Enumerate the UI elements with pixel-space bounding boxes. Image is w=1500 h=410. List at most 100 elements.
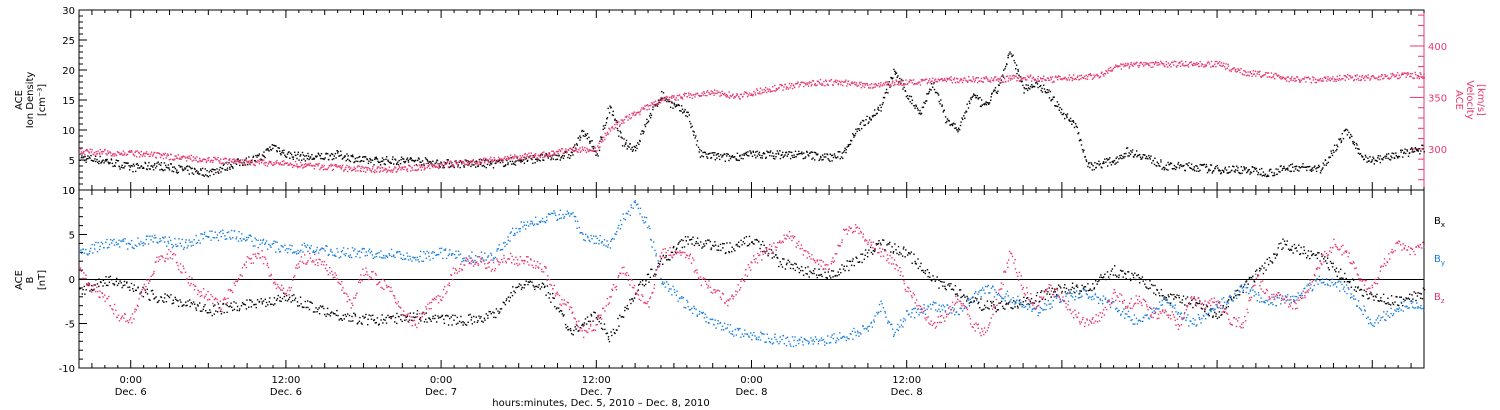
density-point xyxy=(695,135,697,137)
density-point xyxy=(611,114,614,116)
velocity-point xyxy=(1238,69,1241,71)
velocity-point xyxy=(925,78,927,81)
velocity-point xyxy=(1002,75,1004,77)
velocity-point xyxy=(921,80,923,82)
velocity-point xyxy=(538,155,540,157)
density-point xyxy=(1335,150,1337,152)
velocity-point xyxy=(973,81,976,83)
velocity-point xyxy=(630,117,633,119)
velocity-point xyxy=(1177,64,1179,67)
density-point xyxy=(189,166,191,168)
density-point xyxy=(371,159,374,161)
velocity-point xyxy=(503,157,505,159)
density-point xyxy=(1083,149,1085,151)
density-point xyxy=(315,156,318,158)
density-point xyxy=(410,157,412,160)
velocity-point xyxy=(488,162,490,164)
velocity-point xyxy=(1247,71,1249,73)
bx-point xyxy=(1106,271,1109,273)
velocity-point xyxy=(499,158,502,160)
velocity-point xyxy=(697,92,699,95)
velocity-point xyxy=(1050,76,1052,78)
bx-point xyxy=(872,250,875,252)
velocity-point xyxy=(1362,77,1365,80)
velocity-point xyxy=(1300,79,1302,81)
bx-point xyxy=(634,293,637,295)
density-point xyxy=(199,173,201,175)
density-point xyxy=(507,163,509,166)
density-point xyxy=(943,109,945,111)
velocity-point xyxy=(1063,77,1066,80)
bx-point xyxy=(132,288,134,290)
velocity-point xyxy=(277,162,280,164)
density-point xyxy=(527,159,529,162)
density-point xyxy=(630,148,632,150)
top-right-ylabel-line1: ACE xyxy=(1453,90,1464,110)
velocity-point xyxy=(246,161,248,164)
velocity-point xyxy=(823,80,825,83)
density-point xyxy=(1411,151,1413,153)
density-point xyxy=(415,164,418,166)
bx-point xyxy=(978,301,980,303)
velocity-point xyxy=(1411,73,1414,75)
density-point xyxy=(638,143,640,146)
density-point xyxy=(572,146,575,149)
velocity-point xyxy=(1270,77,1273,79)
velocity-point xyxy=(1147,63,1149,65)
density-point xyxy=(483,165,486,168)
velocity-point xyxy=(1099,75,1102,78)
velocity-point xyxy=(569,147,572,150)
bx-point xyxy=(321,306,323,308)
bx-point xyxy=(826,277,828,279)
velocity-point xyxy=(856,85,859,88)
velocity-point xyxy=(637,111,639,113)
density-point xyxy=(1090,162,1092,164)
bx-point xyxy=(558,311,561,313)
velocity-point xyxy=(1072,74,1075,76)
velocity-point xyxy=(1111,70,1114,72)
velocity-point xyxy=(264,161,266,164)
velocity-point xyxy=(1016,77,1019,79)
density-point xyxy=(1062,113,1064,116)
density-point xyxy=(716,157,718,159)
velocity-point xyxy=(782,89,784,91)
density-point xyxy=(1194,170,1196,172)
density-point xyxy=(588,136,590,139)
velocity-point xyxy=(203,158,206,160)
density-point xyxy=(877,108,879,110)
velocity-point xyxy=(1089,73,1091,75)
bx-point xyxy=(518,283,521,285)
velocity-point xyxy=(1328,79,1330,81)
velocity-point xyxy=(614,126,617,129)
density-point xyxy=(477,165,479,167)
density-point xyxy=(402,158,404,160)
density-point xyxy=(459,166,461,169)
bx-point xyxy=(177,305,180,308)
bx-point xyxy=(1014,306,1016,308)
density-point xyxy=(1023,92,1025,94)
velocity-point xyxy=(361,165,363,168)
density-point xyxy=(748,155,750,157)
bx-point xyxy=(331,311,333,313)
velocity-point xyxy=(363,170,365,172)
velocity-point xyxy=(1365,76,1367,78)
density-point xyxy=(1411,147,1413,149)
velocity-point xyxy=(125,154,127,156)
density-point xyxy=(100,162,102,164)
density-point xyxy=(990,96,992,98)
density-point xyxy=(1419,153,1421,155)
velocity-point xyxy=(1370,78,1372,80)
density-point xyxy=(751,155,754,157)
density-point xyxy=(231,166,234,168)
density-point xyxy=(196,172,199,174)
velocity-point xyxy=(834,80,836,83)
velocity-point xyxy=(291,163,293,166)
bx-point xyxy=(974,297,977,299)
bx-point xyxy=(639,281,642,283)
density-point xyxy=(941,104,943,106)
density-point xyxy=(320,153,323,155)
density-point xyxy=(359,155,361,158)
bx-point xyxy=(387,314,389,317)
bx-point xyxy=(583,322,586,324)
velocity-point xyxy=(644,105,646,107)
